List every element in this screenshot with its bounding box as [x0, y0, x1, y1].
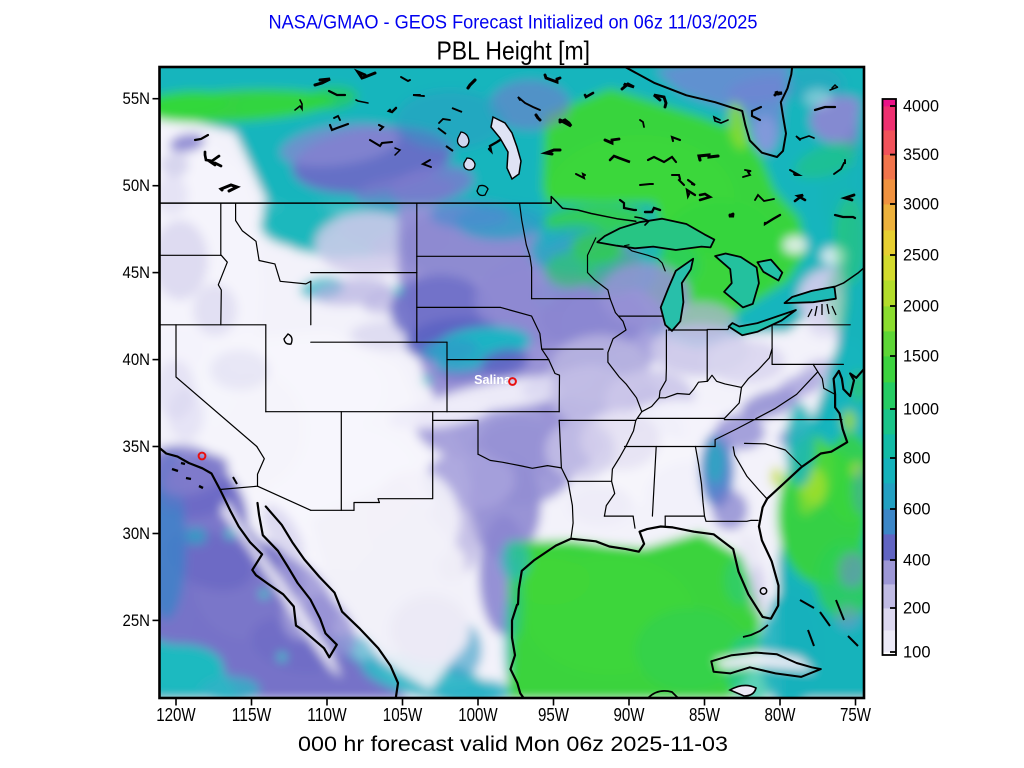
svg-text:75W: 75W: [840, 705, 871, 725]
svg-text:115W: 115W: [232, 705, 272, 725]
svg-text:Salina: Salina: [474, 373, 512, 387]
svg-text:3000: 3000: [903, 195, 939, 214]
svg-text:200: 200: [903, 599, 931, 618]
svg-text:35N: 35N: [123, 438, 151, 456]
svg-text:25N: 25N: [123, 612, 151, 630]
svg-text:105W: 105W: [383, 705, 423, 725]
svg-text:95W: 95W: [538, 705, 569, 725]
svg-text:45N: 45N: [123, 264, 151, 282]
svg-text:30N: 30N: [123, 525, 151, 543]
svg-text:50N: 50N: [123, 177, 151, 195]
svg-text:100: 100: [903, 643, 931, 662]
svg-text:55N: 55N: [123, 90, 151, 108]
svg-text:400: 400: [903, 551, 931, 570]
svg-text:80W: 80W: [765, 705, 796, 725]
svg-text:1500: 1500: [903, 347, 939, 366]
svg-text:1000: 1000: [903, 400, 939, 419]
svg-text:110W: 110W: [307, 705, 347, 725]
svg-text:40N: 40N: [123, 351, 151, 369]
svg-text:85W: 85W: [689, 705, 720, 725]
svg-text:120W: 120W: [156, 705, 196, 725]
svg-text:000 hr forecast valid Mon 06z: 000 hr forecast valid Mon 06z 2025-11-03: [298, 733, 728, 756]
svg-text:PBL Height [m]: PBL Height [m]: [437, 36, 591, 66]
svg-text:3500: 3500: [903, 145, 939, 164]
svg-text:100W: 100W: [458, 705, 498, 725]
svg-text:2000: 2000: [903, 297, 939, 316]
svg-text:4000: 4000: [903, 97, 939, 116]
svg-text:800: 800: [903, 449, 931, 468]
svg-text:90W: 90W: [614, 705, 645, 725]
svg-text:2500: 2500: [903, 246, 939, 265]
svg-text:600: 600: [903, 500, 931, 519]
svg-text:NASA/GMAO - GEOS Forecast Init: NASA/GMAO - GEOS Forecast Initialized on…: [269, 13, 758, 34]
